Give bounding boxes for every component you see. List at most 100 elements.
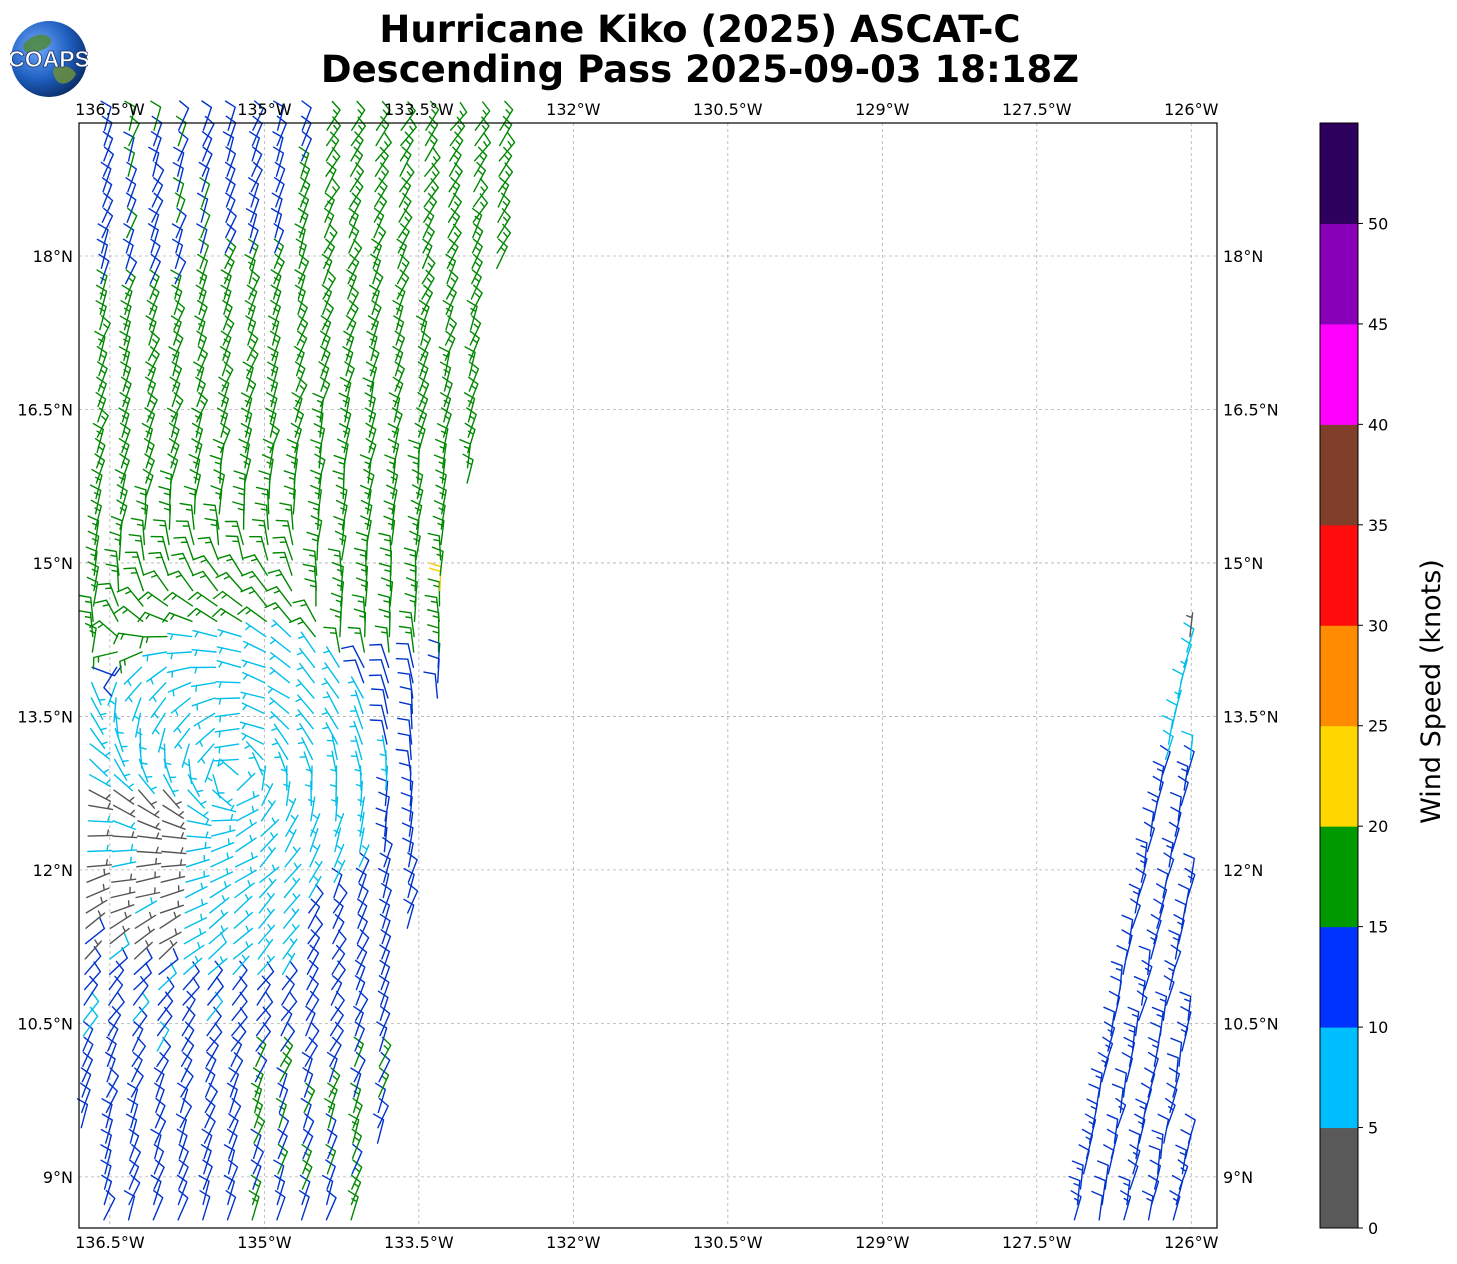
colorbar-bin	[1320, 223, 1358, 325]
wind-barb	[170, 697, 191, 716]
wind-barb	[473, 132, 492, 162]
wind-barb	[379, 1005, 391, 1037]
wind-barb	[157, 991, 174, 1021]
wind-barb	[397, 672, 414, 699]
wind-barb	[271, 619, 292, 638]
wind-barb	[269, 666, 291, 684]
wind-barb	[215, 571, 243, 592]
wind-barb	[298, 253, 310, 285]
wind-barb	[132, 1006, 148, 1037]
wind-barb	[124, 551, 145, 576]
wind-barb	[376, 735, 388, 761]
wind-barb	[379, 898, 391, 929]
wind-barb	[153, 1143, 165, 1175]
logo-text: COAPS	[10, 46, 88, 72]
wind-barb	[197, 345, 208, 377]
wind-barb	[166, 651, 192, 660]
wind-barb	[163, 743, 172, 769]
wind-barb	[130, 517, 146, 546]
lon-tick-label-top: 127.5°W	[1002, 100, 1072, 119]
wind-barb	[1183, 622, 1195, 653]
wind-barb	[102, 146, 114, 177]
wind-barb	[135, 712, 143, 738]
wind-barb	[203, 503, 220, 530]
wind-barb	[279, 1052, 293, 1083]
wind-barb	[364, 392, 376, 423]
wind-barb	[191, 649, 217, 657]
wind-barb	[308, 883, 324, 914]
wind-barb	[208, 931, 227, 960]
wind-barb	[137, 789, 157, 809]
wind-barb	[216, 407, 229, 438]
wind-barb	[133, 962, 152, 991]
wind-barb	[82, 1021, 94, 1052]
wind-barb	[180, 1036, 195, 1067]
wind-barb	[217, 629, 242, 638]
wind-barb	[181, 1021, 195, 1052]
wind-barb	[87, 829, 113, 837]
wind-barb	[322, 722, 339, 745]
wind-barb	[119, 651, 143, 674]
wind-barb	[425, 100, 440, 131]
colorbar-tick-label: 35	[1368, 516, 1388, 535]
wind-barb	[1097, 1160, 1109, 1190]
wind-barb	[376, 1021, 388, 1052]
wind-barb	[375, 132, 392, 162]
wind-barb	[224, 238, 237, 269]
wind-barb	[183, 928, 207, 945]
wind-barb	[259, 846, 276, 868]
wind-barb	[220, 269, 232, 300]
wind-barb	[353, 1005, 364, 1037]
wind-barb	[196, 223, 208, 254]
wind-barb	[179, 502, 195, 530]
lon-tick-label-bottom: 135°W	[237, 1233, 292, 1252]
wind-barb	[84, 917, 106, 945]
wind-barb	[222, 315, 235, 346]
wind-barb	[422, 223, 435, 254]
wind-barb	[282, 923, 300, 945]
wind-barb	[302, 563, 317, 592]
wind-barb	[424, 147, 441, 177]
wind-barb	[279, 1036, 294, 1067]
wind-barb	[124, 682, 142, 703]
wind-barb	[177, 1190, 189, 1221]
wind-barb	[82, 1006, 99, 1037]
wind-barb	[1148, 1145, 1161, 1175]
wind-barb	[100, 161, 112, 193]
wind-barb	[113, 632, 143, 645]
wind-barb	[421, 269, 435, 300]
wind-barb	[267, 685, 290, 699]
wind-barb	[184, 913, 208, 929]
wind-barb	[214, 712, 240, 723]
wind-barb	[192, 555, 219, 576]
wind-barb	[260, 832, 278, 853]
colorbar-tick-label: 10	[1368, 1018, 1388, 1037]
wind-barb	[128, 1128, 140, 1160]
wind-barb	[149, 253, 161, 285]
wind-barb	[284, 846, 301, 868]
wind-barb	[271, 192, 283, 223]
wind-barb	[302, 548, 318, 576]
wind-barb	[195, 728, 215, 747]
wind-barb	[184, 882, 208, 899]
wind-barb	[145, 361, 157, 392]
wind-barb	[128, 1159, 140, 1190]
wind-barb	[255, 1006, 272, 1037]
wind-barb	[252, 100, 264, 131]
wind-barb	[162, 612, 193, 623]
wind-barb	[182, 961, 200, 991]
wind-barb	[254, 502, 269, 530]
wind-barb	[369, 643, 390, 668]
wind-barb	[158, 948, 179, 975]
wind-barb	[1140, 1082, 1153, 1114]
wind-barb	[135, 887, 161, 899]
lon-tick-label-top: 129°W	[855, 100, 910, 119]
wind-barb	[240, 422, 252, 454]
wind-barb	[109, 925, 130, 945]
wind-barb	[201, 1128, 213, 1160]
lat-tick-label-left: 15°N	[33, 554, 73, 573]
wind-barb	[258, 892, 275, 914]
wind-barb	[273, 146, 285, 177]
wind-barb	[166, 666, 192, 678]
wind-barb	[343, 659, 365, 684]
